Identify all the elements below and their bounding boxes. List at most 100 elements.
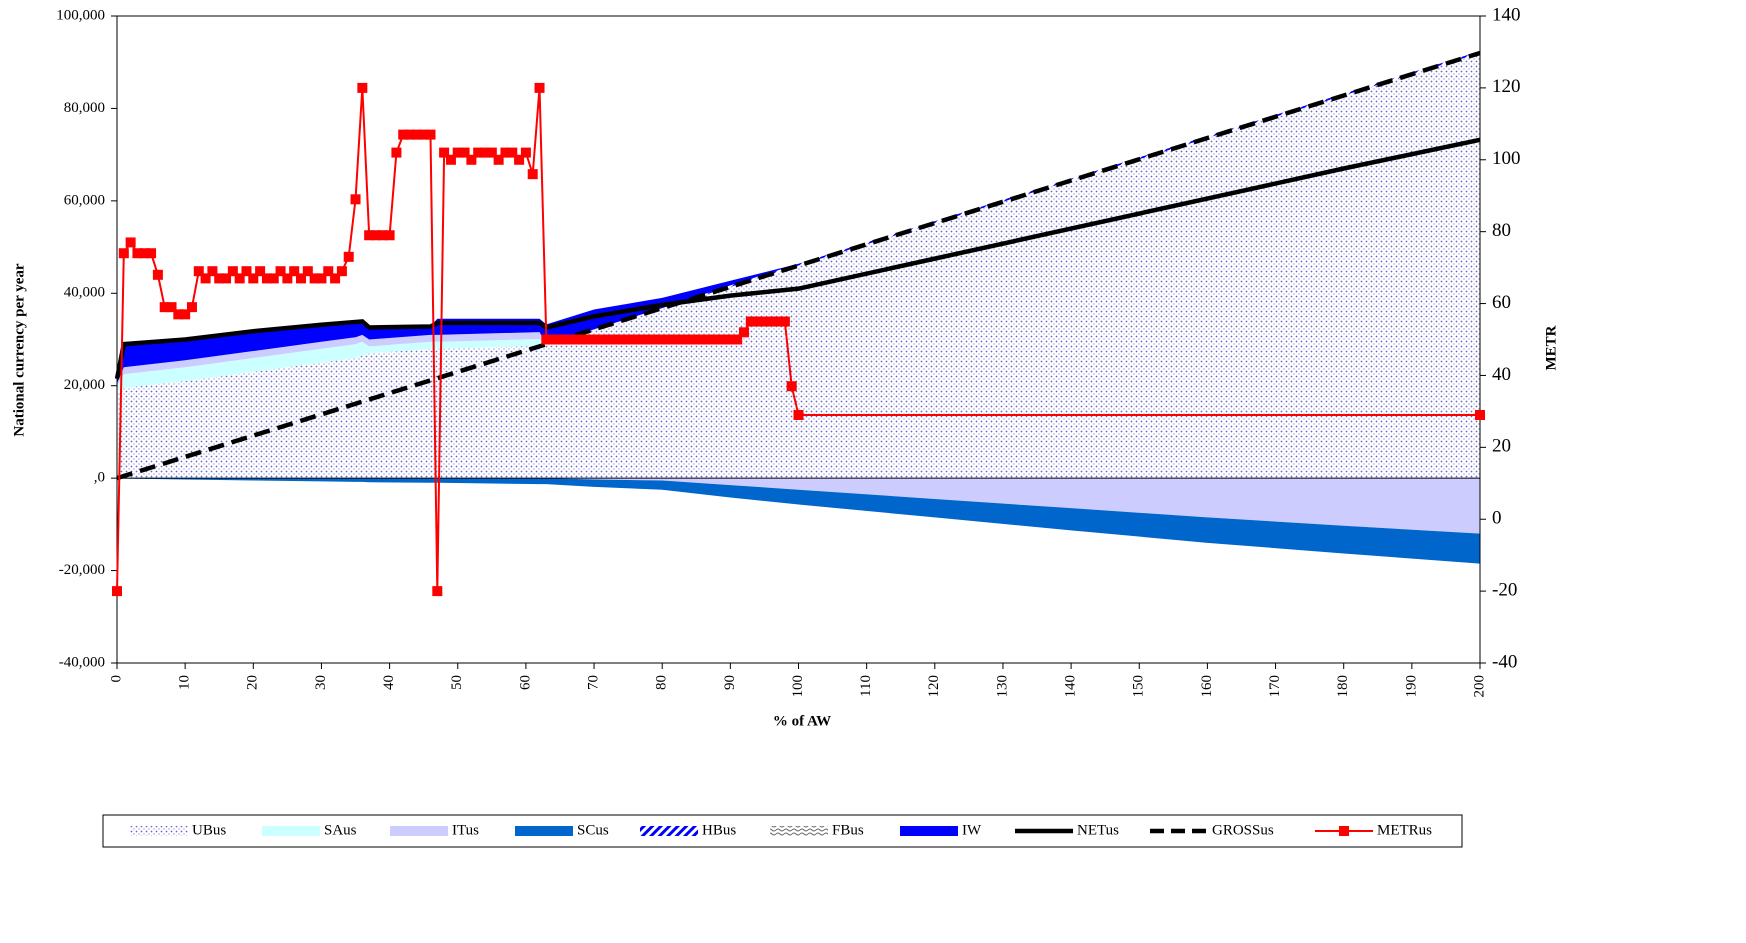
marker xyxy=(691,334,702,345)
marker xyxy=(452,147,463,158)
y2-tick-label: 140 xyxy=(1492,4,1521,25)
marker xyxy=(520,147,531,158)
marker xyxy=(711,334,722,345)
x-tick-label: 140 xyxy=(1063,675,1079,698)
marker xyxy=(309,273,320,284)
marker xyxy=(432,586,443,597)
marker xyxy=(698,334,709,345)
marker xyxy=(616,334,627,345)
marker xyxy=(548,334,559,345)
y2-tick-label: 40 xyxy=(1492,364,1511,385)
marker xyxy=(125,237,136,248)
marker xyxy=(486,147,497,158)
y-tick-label: -20,000 xyxy=(59,562,105,578)
y-tick-label: 100,000 xyxy=(56,7,105,23)
legend-label: IW xyxy=(962,822,982,838)
marker xyxy=(234,273,245,284)
marker xyxy=(773,316,784,327)
y-tick-label: -40,000 xyxy=(59,654,105,670)
legend-swatch xyxy=(262,826,320,836)
legend-label: SAus xyxy=(324,822,357,838)
marker xyxy=(738,327,749,338)
marker xyxy=(725,334,736,345)
marker xyxy=(330,273,341,284)
area-itus xyxy=(117,52,1480,386)
marker xyxy=(214,273,225,284)
marker xyxy=(609,334,620,345)
legend-swatch xyxy=(130,826,188,836)
marker xyxy=(255,266,266,277)
x-tick-label: 160 xyxy=(1199,675,1215,698)
y2-tick-label: -40 xyxy=(1492,651,1517,672)
marker xyxy=(173,309,184,320)
marker xyxy=(139,248,150,259)
areas xyxy=(117,51,1480,564)
x-tick-label: 200 xyxy=(1471,675,1487,698)
marker xyxy=(159,302,170,313)
marker xyxy=(370,230,381,241)
legend-label: METRus xyxy=(1377,822,1432,838)
y-tick-label: 40,000 xyxy=(64,285,105,301)
legend-label: GROSSus xyxy=(1212,822,1274,838)
y2-tick-label: 80 xyxy=(1492,220,1511,241)
marker xyxy=(132,248,143,259)
marker xyxy=(282,273,293,284)
x-tick-label: 180 xyxy=(1335,675,1351,698)
marker xyxy=(636,334,647,345)
marker xyxy=(623,334,634,345)
marker xyxy=(718,334,729,345)
marker xyxy=(507,147,518,158)
marker xyxy=(398,129,409,140)
marker xyxy=(684,334,695,345)
marker xyxy=(268,273,279,284)
marker xyxy=(568,334,579,345)
area-iw xyxy=(117,51,1480,384)
marker xyxy=(745,316,756,327)
x-tick-label: 80 xyxy=(654,675,670,690)
x-tick-label: 120 xyxy=(926,675,942,698)
marker xyxy=(473,147,484,158)
marker xyxy=(200,273,211,284)
x-tick-label: 10 xyxy=(177,675,193,690)
marker xyxy=(227,266,238,277)
marker xyxy=(459,147,470,158)
marker xyxy=(411,129,422,140)
marker xyxy=(766,316,777,327)
marker xyxy=(595,334,606,345)
marker xyxy=(261,273,272,284)
marker xyxy=(425,129,436,140)
y2-tick-label: 20 xyxy=(1492,436,1511,457)
marker xyxy=(582,334,593,345)
x-tick-label: 20 xyxy=(245,675,261,690)
marker xyxy=(493,154,504,165)
marker xyxy=(650,334,661,345)
marker xyxy=(152,269,163,280)
marker xyxy=(629,334,640,345)
marker xyxy=(384,230,395,241)
marker xyxy=(302,266,313,277)
marker xyxy=(323,266,334,277)
marker xyxy=(480,147,491,158)
marker xyxy=(759,316,770,327)
x-tick-label: 110 xyxy=(858,675,874,697)
y2-tick-label: 120 xyxy=(1492,76,1521,97)
marker xyxy=(193,266,204,277)
marker xyxy=(514,154,525,165)
marker xyxy=(377,230,388,241)
marker xyxy=(732,334,743,345)
marker xyxy=(541,334,552,345)
marker xyxy=(527,169,538,180)
line-netus xyxy=(114,137,1481,380)
marker xyxy=(405,129,416,140)
marker xyxy=(296,273,307,284)
marker xyxy=(118,248,129,259)
marker xyxy=(704,334,715,345)
x-axis-title: % of AW xyxy=(773,713,831,729)
marker xyxy=(677,334,688,345)
x-tick-label: 50 xyxy=(449,675,465,690)
marker xyxy=(357,82,368,93)
marker xyxy=(316,273,327,284)
marker xyxy=(180,309,191,320)
legend-label: NETus xyxy=(1077,822,1119,838)
